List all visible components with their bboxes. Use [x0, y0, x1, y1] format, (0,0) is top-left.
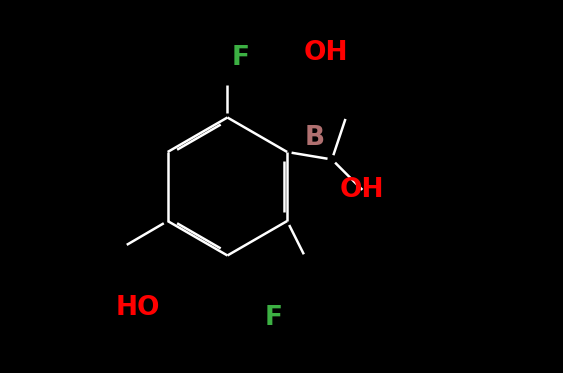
Text: F: F — [231, 45, 249, 71]
Text: F: F — [265, 305, 283, 331]
Text: HO: HO — [115, 295, 160, 321]
Text: B: B — [305, 125, 325, 151]
Text: OH: OH — [304, 40, 348, 66]
Text: OH: OH — [339, 177, 384, 203]
